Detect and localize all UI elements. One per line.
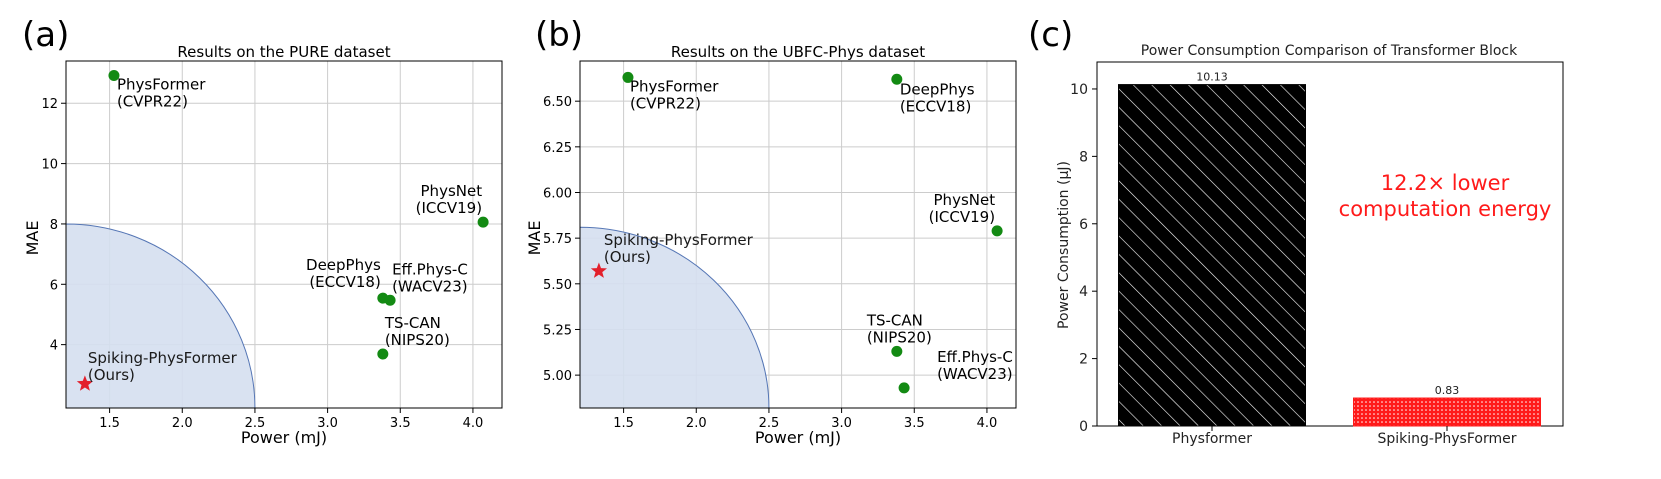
bar-spiking-physformer bbox=[1353, 397, 1541, 427]
x-tick-label: 2.5 bbox=[245, 416, 266, 431]
x-tick-label: 3.5 bbox=[904, 416, 925, 431]
point-label-venue: (CVPR22) bbox=[117, 92, 188, 110]
ours-star-marker bbox=[76, 375, 93, 391]
data-point bbox=[108, 69, 120, 81]
chart-b-ylabel: MAE bbox=[525, 221, 544, 256]
y-tick-label: 2 bbox=[1079, 352, 1088, 368]
x-tick-label: 2.0 bbox=[686, 416, 707, 431]
y-tick-label: 6 bbox=[1079, 217, 1088, 233]
y-tick-label: 8 bbox=[50, 218, 58, 233]
point-label-venue: (ECCV18) bbox=[309, 273, 380, 291]
efficiency-region bbox=[66, 223, 256, 408]
point-label-venue: (WACV23) bbox=[392, 277, 468, 295]
point-label-name: PhysNet bbox=[421, 182, 483, 200]
point-label-venue: (NIPS20) bbox=[385, 331, 450, 349]
pure-scatter-chart: Results on the PURE dataset Power (mJ) M… bbox=[23, 43, 503, 447]
point-label-venue: (Ours) bbox=[604, 248, 651, 266]
y-tick-label: 6.50 bbox=[543, 95, 572, 110]
x-tick-label: 3.0 bbox=[831, 416, 852, 431]
chart-b-xlabel: Power (mJ) bbox=[755, 428, 841, 447]
x-tick-label: 3.5 bbox=[390, 416, 411, 431]
y-tick-label: 8 bbox=[1079, 149, 1088, 165]
point-label-venue: (ICCV19) bbox=[929, 208, 995, 226]
point-label-name: DeepPhys bbox=[306, 256, 381, 274]
data-point bbox=[891, 345, 903, 357]
bar-value-label: 10.13 bbox=[1196, 71, 1228, 84]
data-point bbox=[898, 382, 910, 394]
point-label-name: PhysFormer bbox=[117, 75, 206, 93]
point-label-venue: (WACV23) bbox=[937, 365, 1013, 383]
data-point bbox=[377, 348, 389, 360]
efficiency-region bbox=[580, 226, 770, 408]
panel-c-letter: (c) bbox=[1028, 15, 1073, 55]
panel-b-letter: (b) bbox=[535, 15, 583, 55]
y-tick-label: 4 bbox=[1079, 284, 1088, 300]
y-tick-label: 0 bbox=[1079, 419, 1088, 435]
point-label-name: TS-CAN bbox=[866, 311, 923, 329]
x-tick-label: Spiking-PhysFormer bbox=[1377, 431, 1516, 447]
y-tick-label: 5.50 bbox=[543, 278, 572, 293]
chart-a-xlabel: Power (mJ) bbox=[241, 428, 327, 447]
point-label-name: Eff.Phys-C bbox=[392, 260, 468, 278]
point-label-name: DeepPhys bbox=[900, 80, 975, 98]
chart-c-ylabel: Power Consumption (µJ) bbox=[1056, 161, 1072, 329]
plot-frame bbox=[579, 60, 1017, 409]
chart-c-title: Power Consumption Comparison of Transfor… bbox=[1141, 43, 1518, 59]
chart-a-title: Results on the PURE dataset bbox=[177, 43, 390, 61]
data-point bbox=[384, 294, 396, 306]
point-label-name: PhysFormer bbox=[630, 77, 719, 95]
chart-a-ylabel: MAE bbox=[23, 221, 42, 256]
panel-a-letter: (a) bbox=[22, 15, 69, 55]
ours-star-marker bbox=[590, 262, 607, 278]
point-label-name: Spiking-PhysFormer bbox=[88, 349, 238, 367]
point-label-name: PhysNet bbox=[934, 191, 996, 209]
y-tick-label: 6.00 bbox=[543, 186, 572, 201]
y-tick-label: 12 bbox=[41, 97, 58, 112]
power-bar-chart: Power Consumption Comparison of Transfor… bbox=[1056, 43, 1564, 447]
x-tick-label: Physformer bbox=[1172, 431, 1252, 447]
plot-frame bbox=[65, 60, 503, 409]
point-label-name: Spiking-PhysFormer bbox=[604, 231, 754, 249]
y-tick-label: 6 bbox=[50, 278, 58, 293]
data-point bbox=[991, 225, 1003, 237]
point-label-name: Eff.Phys-C bbox=[937, 348, 1013, 366]
point-label-venue: (ICCV19) bbox=[416, 199, 482, 217]
x-tick-label: 4.0 bbox=[463, 416, 484, 431]
annotation-line-1: 12.2× lower bbox=[1381, 171, 1510, 195]
point-label-venue: (Ours) bbox=[88, 366, 135, 384]
point-label-venue: (ECCV18) bbox=[900, 97, 971, 115]
ubfc-scatter-chart: Results on the UBFC-Phys dataset Power (… bbox=[525, 43, 1017, 447]
data-point bbox=[477, 216, 489, 228]
data-point bbox=[891, 73, 903, 85]
y-tick-label: 10 bbox=[41, 158, 58, 173]
point-label-venue: (NIPS20) bbox=[867, 328, 932, 346]
point-label-name: TS-CAN bbox=[384, 314, 441, 332]
x-tick-label: 2.0 bbox=[172, 416, 193, 431]
plot-frame bbox=[1096, 61, 1564, 427]
point-label-venue: (CVPR22) bbox=[630, 94, 701, 112]
y-tick-label: 4 bbox=[50, 339, 58, 354]
x-tick-label: 2.5 bbox=[759, 416, 780, 431]
y-tick-label: 5.00 bbox=[543, 369, 572, 384]
data-point bbox=[622, 71, 634, 83]
x-tick-label: 1.5 bbox=[613, 416, 634, 431]
y-tick-label: 10 bbox=[1070, 82, 1088, 98]
x-tick-label: 3.0 bbox=[317, 416, 338, 431]
x-tick-label: 4.0 bbox=[977, 416, 998, 431]
y-tick-label: 5.25 bbox=[543, 323, 572, 338]
y-tick-label: 5.75 bbox=[543, 232, 572, 247]
annotation-line-2: computation energy bbox=[1339, 197, 1552, 221]
y-tick-label: 6.25 bbox=[543, 141, 572, 156]
x-tick-label: 1.5 bbox=[99, 416, 120, 431]
bar-physformer bbox=[1118, 84, 1306, 427]
chart-b-title: Results on the UBFC-Phys dataset bbox=[671, 43, 925, 61]
bar-value-label: 0.83 bbox=[1435, 384, 1460, 397]
